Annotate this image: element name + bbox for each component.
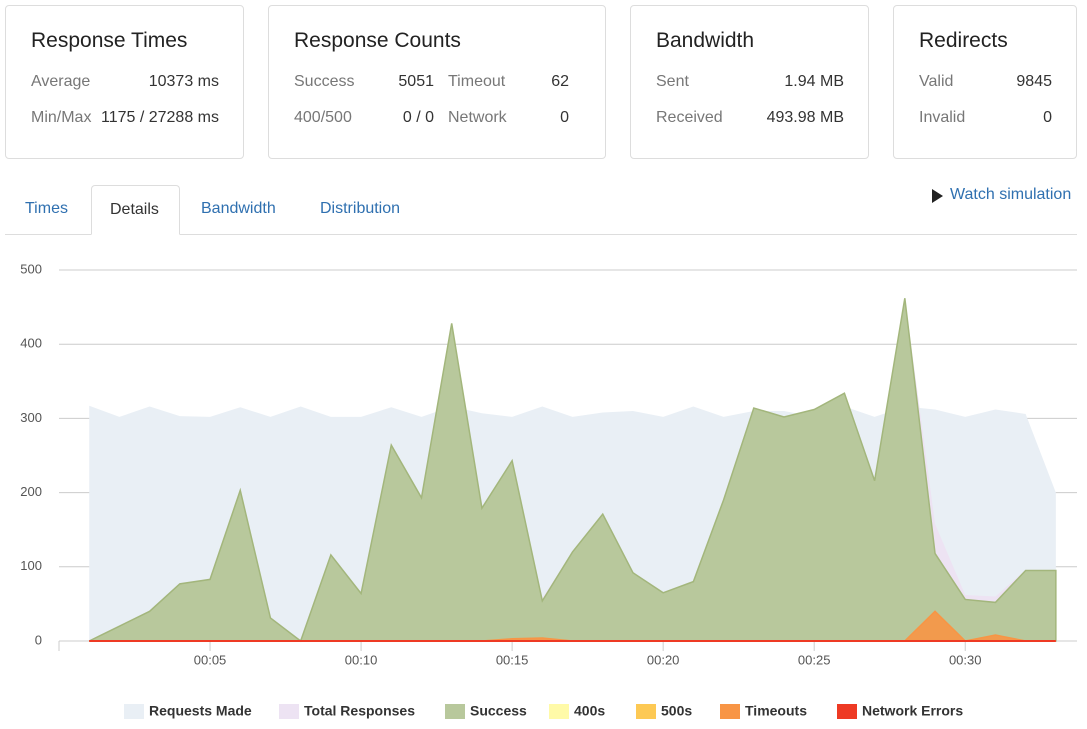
legend-swatch bbox=[445, 704, 465, 719]
card-value: 0 bbox=[560, 109, 569, 126]
card-value: 62 bbox=[551, 73, 569, 90]
legend-swatch bbox=[549, 704, 569, 719]
card-value: 1175 / 27288 ms bbox=[100, 109, 219, 126]
x-tick-label: 00:25 bbox=[798, 652, 831, 667]
y-tick-label: 500 bbox=[20, 261, 42, 276]
y-tick-label: 300 bbox=[20, 410, 42, 425]
legend-label: Total Responses bbox=[304, 703, 415, 719]
tab[interactable]: Bandwidth bbox=[201, 200, 276, 217]
card-label: Min/Max bbox=[31, 109, 92, 126]
card-title: Response Counts bbox=[294, 29, 461, 52]
card-value: 493.98 MB bbox=[766, 109, 844, 126]
tab-border bbox=[5, 234, 1077, 235]
legend-swatch bbox=[636, 704, 656, 719]
card-value: 9845 bbox=[1016, 73, 1052, 90]
card-title: Response Times bbox=[31, 29, 188, 52]
card-title: Redirects bbox=[919, 29, 1008, 52]
x-tick-label: 00:30 bbox=[949, 652, 982, 667]
card-label: Valid bbox=[919, 73, 954, 90]
x-tick-label: 00:05 bbox=[194, 652, 227, 667]
tab[interactable]: Times bbox=[25, 200, 68, 217]
legend-label: Timeouts bbox=[745, 703, 807, 719]
x-tick-label: 00:10 bbox=[345, 652, 378, 667]
card-value: 1.94 MB bbox=[784, 73, 844, 90]
legend-swatch bbox=[279, 704, 299, 719]
tab[interactable]: Details bbox=[91, 185, 180, 235]
card-title: Bandwidth bbox=[656, 29, 755, 52]
card-value: 10373 ms bbox=[148, 73, 219, 90]
legend-swatch bbox=[837, 704, 857, 719]
y-tick-label: 100 bbox=[20, 558, 42, 573]
legend-label: Requests Made bbox=[149, 703, 252, 719]
card-value: 0 / 0 bbox=[402, 109, 434, 126]
play-icon bbox=[932, 189, 943, 203]
legend-label: 400s bbox=[574, 703, 605, 719]
legend-swatch bbox=[124, 704, 144, 719]
card-label: Received bbox=[656, 109, 723, 126]
y-tick-label: 400 bbox=[20, 336, 42, 351]
card bbox=[5, 5, 244, 159]
card bbox=[268, 5, 606, 159]
tab[interactable]: Distribution bbox=[320, 200, 401, 217]
series-area bbox=[88, 298, 1057, 643]
card-label: 400/500 bbox=[294, 109, 352, 126]
card-label: Timeout bbox=[448, 73, 506, 90]
legend-label: Network Errors bbox=[862, 703, 963, 719]
y-tick-label: 200 bbox=[20, 484, 42, 499]
card-label: Invalid bbox=[919, 109, 966, 126]
card-value: 5051 bbox=[398, 73, 434, 90]
legend-label: Success bbox=[470, 703, 527, 719]
watch-link[interactable]: Watch simulation bbox=[950, 186, 1072, 203]
card bbox=[893, 5, 1077, 159]
x-tick-label: 00:20 bbox=[647, 652, 680, 667]
legend-label: 500s bbox=[661, 703, 692, 719]
x-tick-label: 00:15 bbox=[496, 652, 529, 667]
legend-swatch bbox=[720, 704, 740, 719]
y-tick-label: 0 bbox=[35, 632, 42, 647]
card-label: Network bbox=[448, 109, 507, 126]
card-value: 0 bbox=[1043, 109, 1052, 126]
card-label: Success bbox=[294, 73, 355, 90]
card-label: Sent bbox=[656, 73, 689, 90]
card-label: Average bbox=[31, 73, 91, 90]
card bbox=[630, 5, 869, 159]
